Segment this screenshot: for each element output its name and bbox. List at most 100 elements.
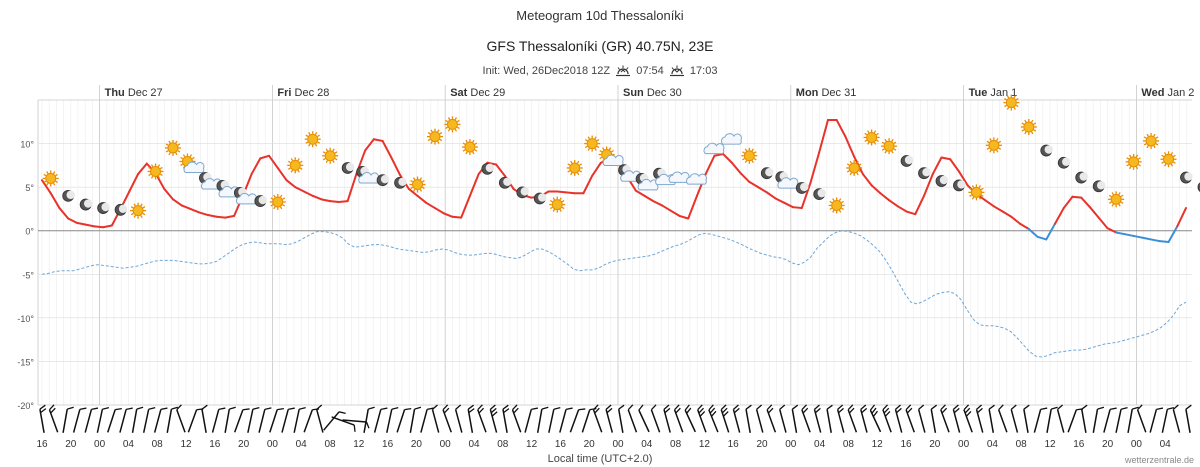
sun-ray [832,198,835,202]
barb-flag [102,406,110,410]
sun-ray [841,200,844,204]
barb-flag [711,410,717,417]
wind-barb [524,407,538,433]
wind-barb [39,404,47,433]
barb-flag [801,404,807,411]
barb-flag [697,404,703,411]
moon-icon [516,186,530,199]
barb-shaft [869,409,882,433]
hour-label: 16 [1073,439,1085,450]
sun-ray [567,163,571,166]
temperature-line-segment [224,214,236,219]
barb-flag [698,407,704,414]
sunset-icon [669,65,684,77]
moon-icon [533,192,547,205]
hour-label: 00 [267,439,279,450]
temperature-line-segment [75,221,87,226]
sun-ray [462,149,466,152]
sun-ray [884,150,887,154]
sun-ray [570,160,573,164]
moon-shade [485,163,495,173]
barb-flag [1097,406,1105,410]
sun-ray [55,180,58,183]
cloud-shape [637,179,659,191]
hour-label: 04 [987,439,999,450]
barb-flag [502,404,509,410]
sun-ray [996,138,999,141]
temperature-line-segment [486,161,498,166]
cloudsun-icon [179,153,205,173]
cloud-shape [183,161,205,173]
barb-shaft [233,409,244,433]
barb-shaft [755,409,764,433]
sun-ray [445,126,449,129]
sun-ray [856,160,859,164]
hour-label: 04 [296,439,308,450]
temperature-line-segment [730,161,742,175]
sun-ray [133,215,136,218]
sun-ray [602,147,605,151]
barb-shaft [363,409,369,433]
barb-shaft [1149,409,1158,433]
barb-shaft [1185,409,1191,433]
sun-disc [429,131,441,143]
barb-flag [467,404,474,410]
sun-ray [419,188,423,192]
sun-ray [325,148,328,152]
temperature-line-segment [896,205,908,213]
wind-barb [1136,404,1147,433]
barb-shaft [930,409,937,433]
barb-flag [503,408,510,414]
moon-icon [953,179,966,192]
barb-flag [883,407,890,414]
sun-ray [552,197,556,201]
barb-flag [779,404,786,410]
sun-ray [856,172,859,176]
sun-ray [1129,166,1132,170]
sun-ray [552,209,556,212]
barb-flag [791,404,799,410]
barb-shaft [548,409,555,433]
sun-ray [43,180,47,183]
cloud-shape [703,142,725,155]
moon-shade [800,182,809,192]
barb-flag [930,404,938,410]
barb-shaft [1092,409,1099,433]
temperature-line-segment [809,151,821,184]
sun-ray [559,197,562,201]
sun-disc [586,138,598,150]
temperature-line-segment [407,187,419,197]
temperature-line-segment [1001,210,1013,218]
hour-label: 20 [411,439,423,450]
barb-shaft [569,409,580,433]
barb-shaft [963,409,973,433]
moon-icon [62,189,75,202]
sun-ray [142,212,146,216]
temperature-line-segment [58,207,70,220]
weather-icons [42,94,1200,219]
sun-ray [439,132,443,135]
barb-shaft [420,409,428,433]
sun-ray [1138,157,1141,160]
sun-ray [594,148,597,151]
barb-shaft [1080,409,1087,433]
sun-ray [587,136,590,140]
sun-icon [741,147,758,164]
sun-ray [325,160,328,164]
temperature-line-segment [337,200,349,203]
barb-flag [664,407,671,414]
sun-icon [863,129,880,146]
wind-barb [131,406,144,433]
sun-ray [969,187,972,191]
temperature-line-segment [171,198,183,207]
wind-barb [684,404,696,433]
sun-icon [828,197,845,214]
cloudmoon-icon [356,166,380,184]
moon-icon [1197,182,1200,192]
barb-flag [722,411,729,417]
sun-ray [454,128,458,132]
barb-flag [721,407,728,414]
sun-ray [46,182,49,186]
sun-ray [1126,157,1130,160]
wind-barb [211,407,226,433]
